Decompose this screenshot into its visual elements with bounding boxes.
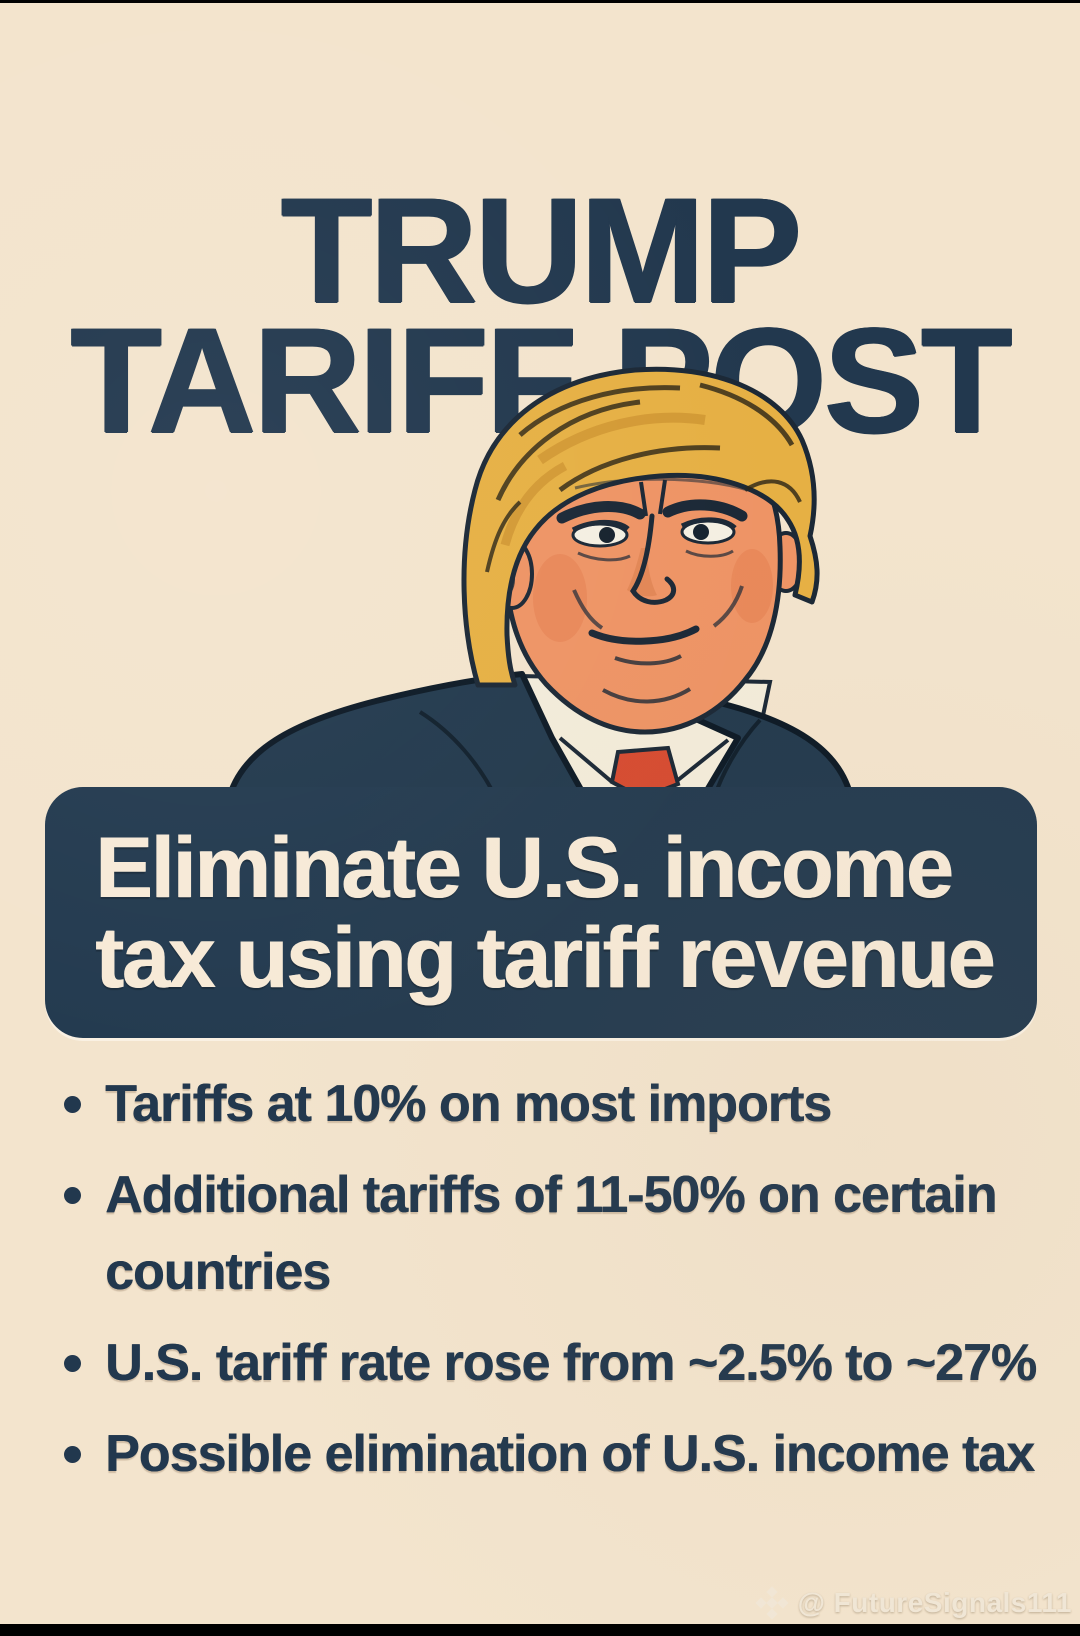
tariff-facts-list: Tariffs at 10% on most imports Additiona… bbox=[64, 1066, 1054, 1507]
bullet-dot bbox=[64, 1446, 81, 1463]
title-line-1: TRUMP bbox=[280, 165, 802, 334]
bullet-text: Tariffs at 10% on most imports bbox=[105, 1075, 832, 1133]
bullet-dot bbox=[64, 1355, 81, 1372]
binance-diamond-icon bbox=[755, 1586, 789, 1620]
list-item: U.S. tariff rate rose from ~2.5% to ~27% bbox=[64, 1325, 1054, 1402]
bullet-dot bbox=[64, 1187, 81, 1204]
bullet-text: Additional tariffs of 11-50% on certain … bbox=[105, 1166, 997, 1301]
bullet-text: U.S. tariff rate rose from ~2.5% to ~27% bbox=[105, 1334, 1037, 1392]
list-item: Additional tariffs of 11-50% on certain … bbox=[64, 1157, 1054, 1311]
banner-line-2: tax using tariff revenue bbox=[95, 909, 995, 1006]
bullet-text: Possible elimination of U.S. income tax bbox=[105, 1425, 1035, 1483]
watermark: @ FutureSignals111 bbox=[755, 1586, 1072, 1620]
headline-banner: Eliminate U.S. income tax using tariff r… bbox=[45, 787, 1037, 1038]
trump-portrait-illustration bbox=[225, 366, 855, 800]
banner-line-1: Eliminate U.S. income bbox=[95, 819, 953, 916]
watermark-handle: @ FutureSignals111 bbox=[797, 1587, 1072, 1618]
top-edge-bar bbox=[0, 0, 1080, 3]
list-item: Tariffs at 10% on most imports bbox=[64, 1066, 1054, 1143]
list-item: Possible elimination of U.S. income tax bbox=[64, 1416, 1054, 1493]
bullet-dot bbox=[64, 1096, 81, 1113]
bottom-edge-bar bbox=[0, 1624, 1080, 1636]
poster-title: TRUMP TARIFF POST bbox=[0, 165, 1080, 455]
